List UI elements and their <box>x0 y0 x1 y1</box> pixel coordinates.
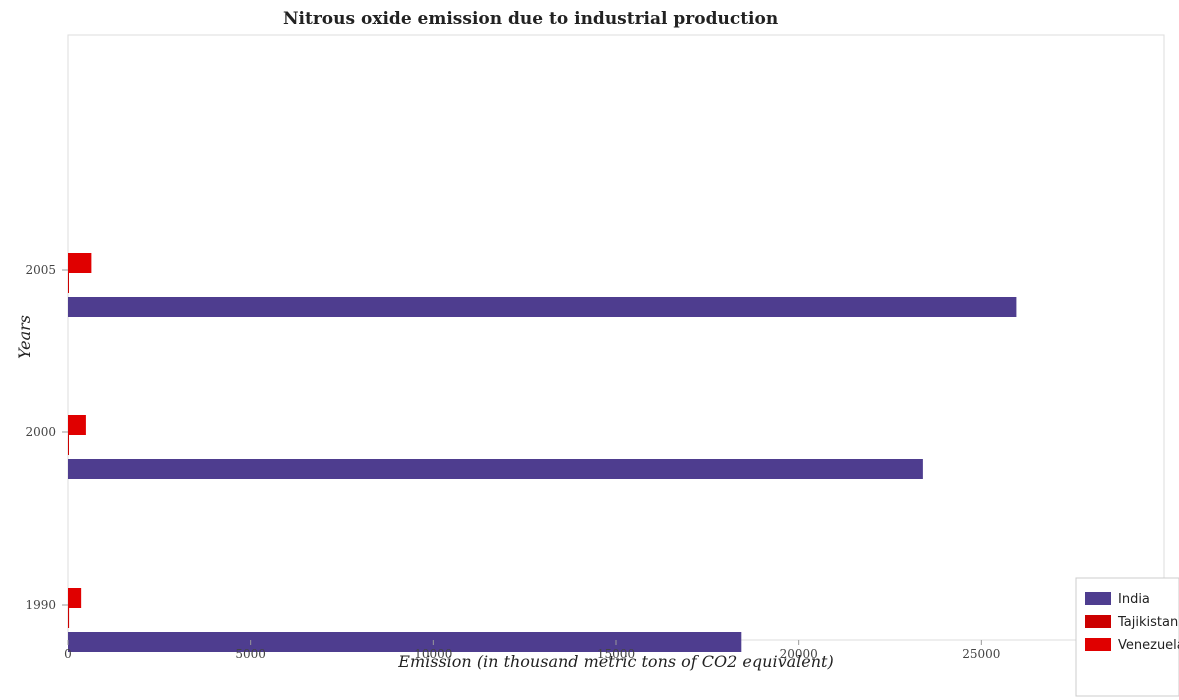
y-axis-label: Years <box>15 315 34 359</box>
bar-india-1990 <box>68 632 742 652</box>
y-tick-label: 2005 <box>25 263 56 277</box>
x-tick-label: 20000 <box>780 647 818 661</box>
bar-venezuela-2000 <box>68 415 86 435</box>
legend-label-tajikistan: Tajikistan <box>1117 615 1178 630</box>
bar-tajikistan-2005 <box>68 273 69 293</box>
legend: India Tajikistan Venezuela <box>1075 577 1179 697</box>
plot-area <box>67 34 1165 641</box>
bar-venezuela-1990 <box>68 588 82 608</box>
x-axis-label: Emission (in thousand metric tons of CO2… <box>397 652 833 671</box>
y-tick-label: 2000 <box>25 425 56 439</box>
y-tick-label: 1990 <box>25 598 56 612</box>
bar-tajikistan-2000 <box>68 435 69 455</box>
x-tick-label: 25000 <box>962 647 1000 661</box>
bars-group <box>68 253 1017 652</box>
x-ticks-group: 0 5000 10000 15000 20000 25000 <box>64 640 1000 661</box>
x-tick-label: 15000 <box>597 647 635 661</box>
chart-title: Nitrous oxide emission due to industrial… <box>283 9 778 29</box>
legend-label-venezuela: Venezuela <box>1118 638 1179 653</box>
x-tick-label: 5000 <box>235 647 266 661</box>
bar-tajikistan-1990 <box>68 608 70 628</box>
bar-venezuela-2005 <box>68 253 92 273</box>
y-ticks-group: 1990 2000 2005 <box>25 263 68 612</box>
legend-swatch-venezuela <box>1085 638 1111 651</box>
x-tick-label: 0 <box>64 647 72 661</box>
bar-india-2000 <box>68 459 923 479</box>
x-tick-label: 10000 <box>414 647 452 661</box>
legend-label-india: India <box>1118 592 1150 607</box>
bar-india-2005 <box>68 297 1017 317</box>
legend-swatch-tajikistan <box>1085 615 1111 628</box>
legend-swatch-india <box>1085 592 1111 605</box>
